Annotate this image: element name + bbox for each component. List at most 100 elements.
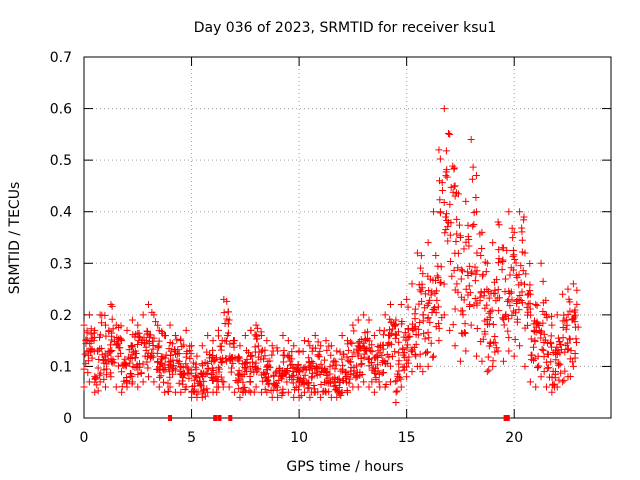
y-tick-label: 0.7 — [50, 50, 72, 66]
data-point — [352, 374, 360, 382]
data-point — [354, 383, 362, 391]
data-point — [268, 351, 276, 359]
data-point — [315, 364, 323, 372]
data-point — [266, 357, 274, 365]
data-point — [404, 303, 412, 311]
data-point — [440, 198, 448, 206]
data-point — [326, 363, 334, 371]
data-point — [83, 329, 91, 337]
data-point — [385, 353, 393, 361]
data-point — [320, 356, 328, 364]
data-point — [440, 311, 448, 319]
data-point — [80, 383, 88, 391]
data-point — [129, 342, 137, 350]
data-point — [94, 364, 102, 372]
data-point — [199, 387, 207, 395]
data-point — [354, 316, 362, 324]
data-point — [317, 380, 325, 388]
data-point — [365, 383, 373, 391]
data-point — [148, 352, 156, 360]
data-point — [221, 319, 229, 327]
data-point — [508, 296, 516, 304]
data-point — [223, 332, 231, 340]
data-point — [169, 366, 177, 374]
data-point — [399, 346, 407, 354]
data-point — [572, 335, 580, 343]
data-point — [542, 311, 550, 319]
data-point — [567, 347, 575, 355]
data-point — [187, 350, 195, 358]
data-point — [440, 280, 448, 288]
data-point — [439, 187, 447, 195]
data-point — [347, 358, 355, 366]
data-point — [362, 336, 370, 344]
data-point — [312, 362, 320, 370]
data-point — [286, 373, 294, 381]
data-point — [537, 327, 545, 335]
data-point — [314, 338, 322, 346]
gap-marker — [168, 415, 173, 421]
data-point — [93, 381, 101, 389]
data-point — [472, 172, 480, 180]
data-point — [317, 342, 325, 350]
data-point — [537, 373, 545, 381]
data-point — [296, 368, 304, 376]
data-point — [107, 373, 115, 381]
data-point — [339, 377, 347, 385]
data-point — [275, 364, 283, 372]
data-point — [300, 388, 308, 396]
data-point — [370, 368, 378, 376]
data-point — [532, 301, 540, 309]
data-point — [102, 321, 110, 329]
data-point — [332, 358, 340, 366]
data-point — [547, 312, 555, 320]
data-point — [556, 349, 564, 357]
data-point — [548, 321, 556, 329]
data-point — [516, 342, 524, 350]
data-point — [460, 328, 468, 336]
data-point — [465, 302, 473, 310]
data-point — [337, 391, 345, 399]
data-point — [257, 331, 265, 339]
data-point — [489, 239, 497, 247]
data-point — [285, 353, 293, 361]
data-point — [269, 386, 277, 394]
data-point — [222, 355, 230, 363]
data-point — [435, 324, 443, 332]
data-point — [94, 387, 102, 395]
data-point — [382, 360, 390, 368]
data-point — [559, 378, 567, 386]
data-point — [456, 234, 464, 241]
data-point — [471, 277, 479, 285]
data-point — [251, 343, 259, 351]
data-point — [92, 374, 100, 382]
data-point — [149, 353, 157, 361]
data-point — [505, 208, 513, 216]
data-point — [254, 364, 262, 372]
data-point — [354, 352, 362, 360]
data-point — [303, 378, 311, 386]
gap-marker — [503, 415, 508, 421]
data-point — [518, 236, 526, 244]
data-point — [305, 354, 313, 362]
data-point — [254, 324, 262, 332]
data-point — [290, 371, 298, 379]
data-point — [534, 352, 542, 360]
data-point — [309, 359, 317, 367]
data-point — [420, 330, 428, 338]
data-point — [392, 399, 400, 407]
data-point — [261, 346, 269, 354]
axis-ticks: 0 0.1 0.2 0.3 0.4 0.5 0.6 0.7 0 5 10 15 20 — [50, 50, 611, 446]
data-point — [279, 331, 287, 339]
data-point — [370, 331, 378, 339]
data-point — [84, 352, 92, 360]
data-point — [210, 357, 218, 365]
data-point — [137, 369, 145, 377]
data-point — [560, 376, 568, 384]
data-point — [421, 304, 429, 312]
data-point — [209, 366, 217, 374]
data-point — [167, 357, 175, 365]
data-point — [306, 342, 314, 350]
data-point — [510, 228, 518, 236]
